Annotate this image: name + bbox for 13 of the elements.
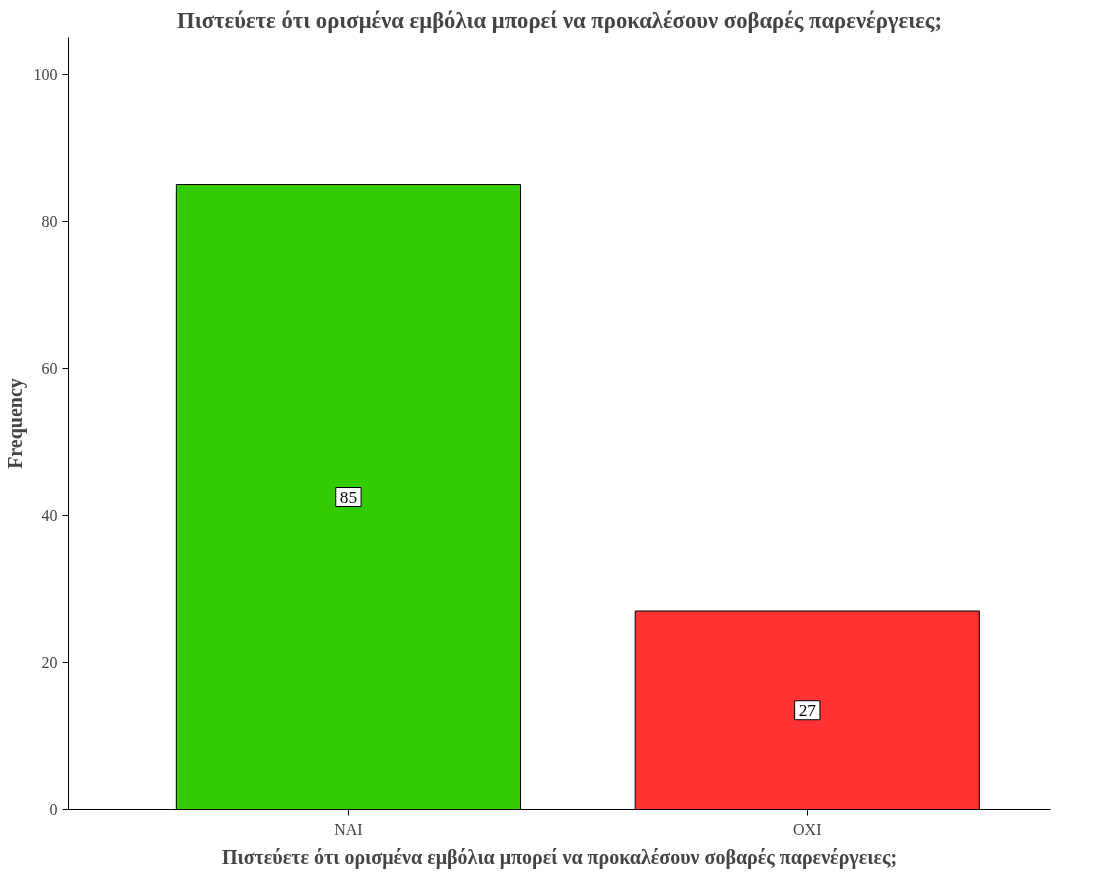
x-tick-label: ΟΧΙ bbox=[793, 820, 822, 838]
y-tick-label: 40 bbox=[41, 506, 58, 524]
x-axis-title: Πιστεύετε ότι ορισμένα εμβόλια μπορεί να προκαλέσουν σοβαρές παρενέργειες; bbox=[221, 845, 898, 869]
data-label: 85 bbox=[339, 487, 358, 507]
y-axis-title: Frequency bbox=[3, 378, 27, 469]
y-tick-label: 20 bbox=[41, 653, 58, 671]
y-tick-label: 100 bbox=[33, 65, 58, 83]
y-tick-label: 80 bbox=[41, 212, 58, 230]
y-tick-label: 60 bbox=[41, 359, 58, 377]
chart-title: Πιστεύετε ότι ορισμένα εμβόλια μπορεί να προκαλέσουν σοβαρές παρενέργειες; bbox=[177, 7, 942, 33]
x-tick-label: ΝΑΙ bbox=[334, 820, 363, 838]
data-label: 27 bbox=[798, 700, 817, 720]
y-tick-label: 0 bbox=[49, 801, 58, 818]
